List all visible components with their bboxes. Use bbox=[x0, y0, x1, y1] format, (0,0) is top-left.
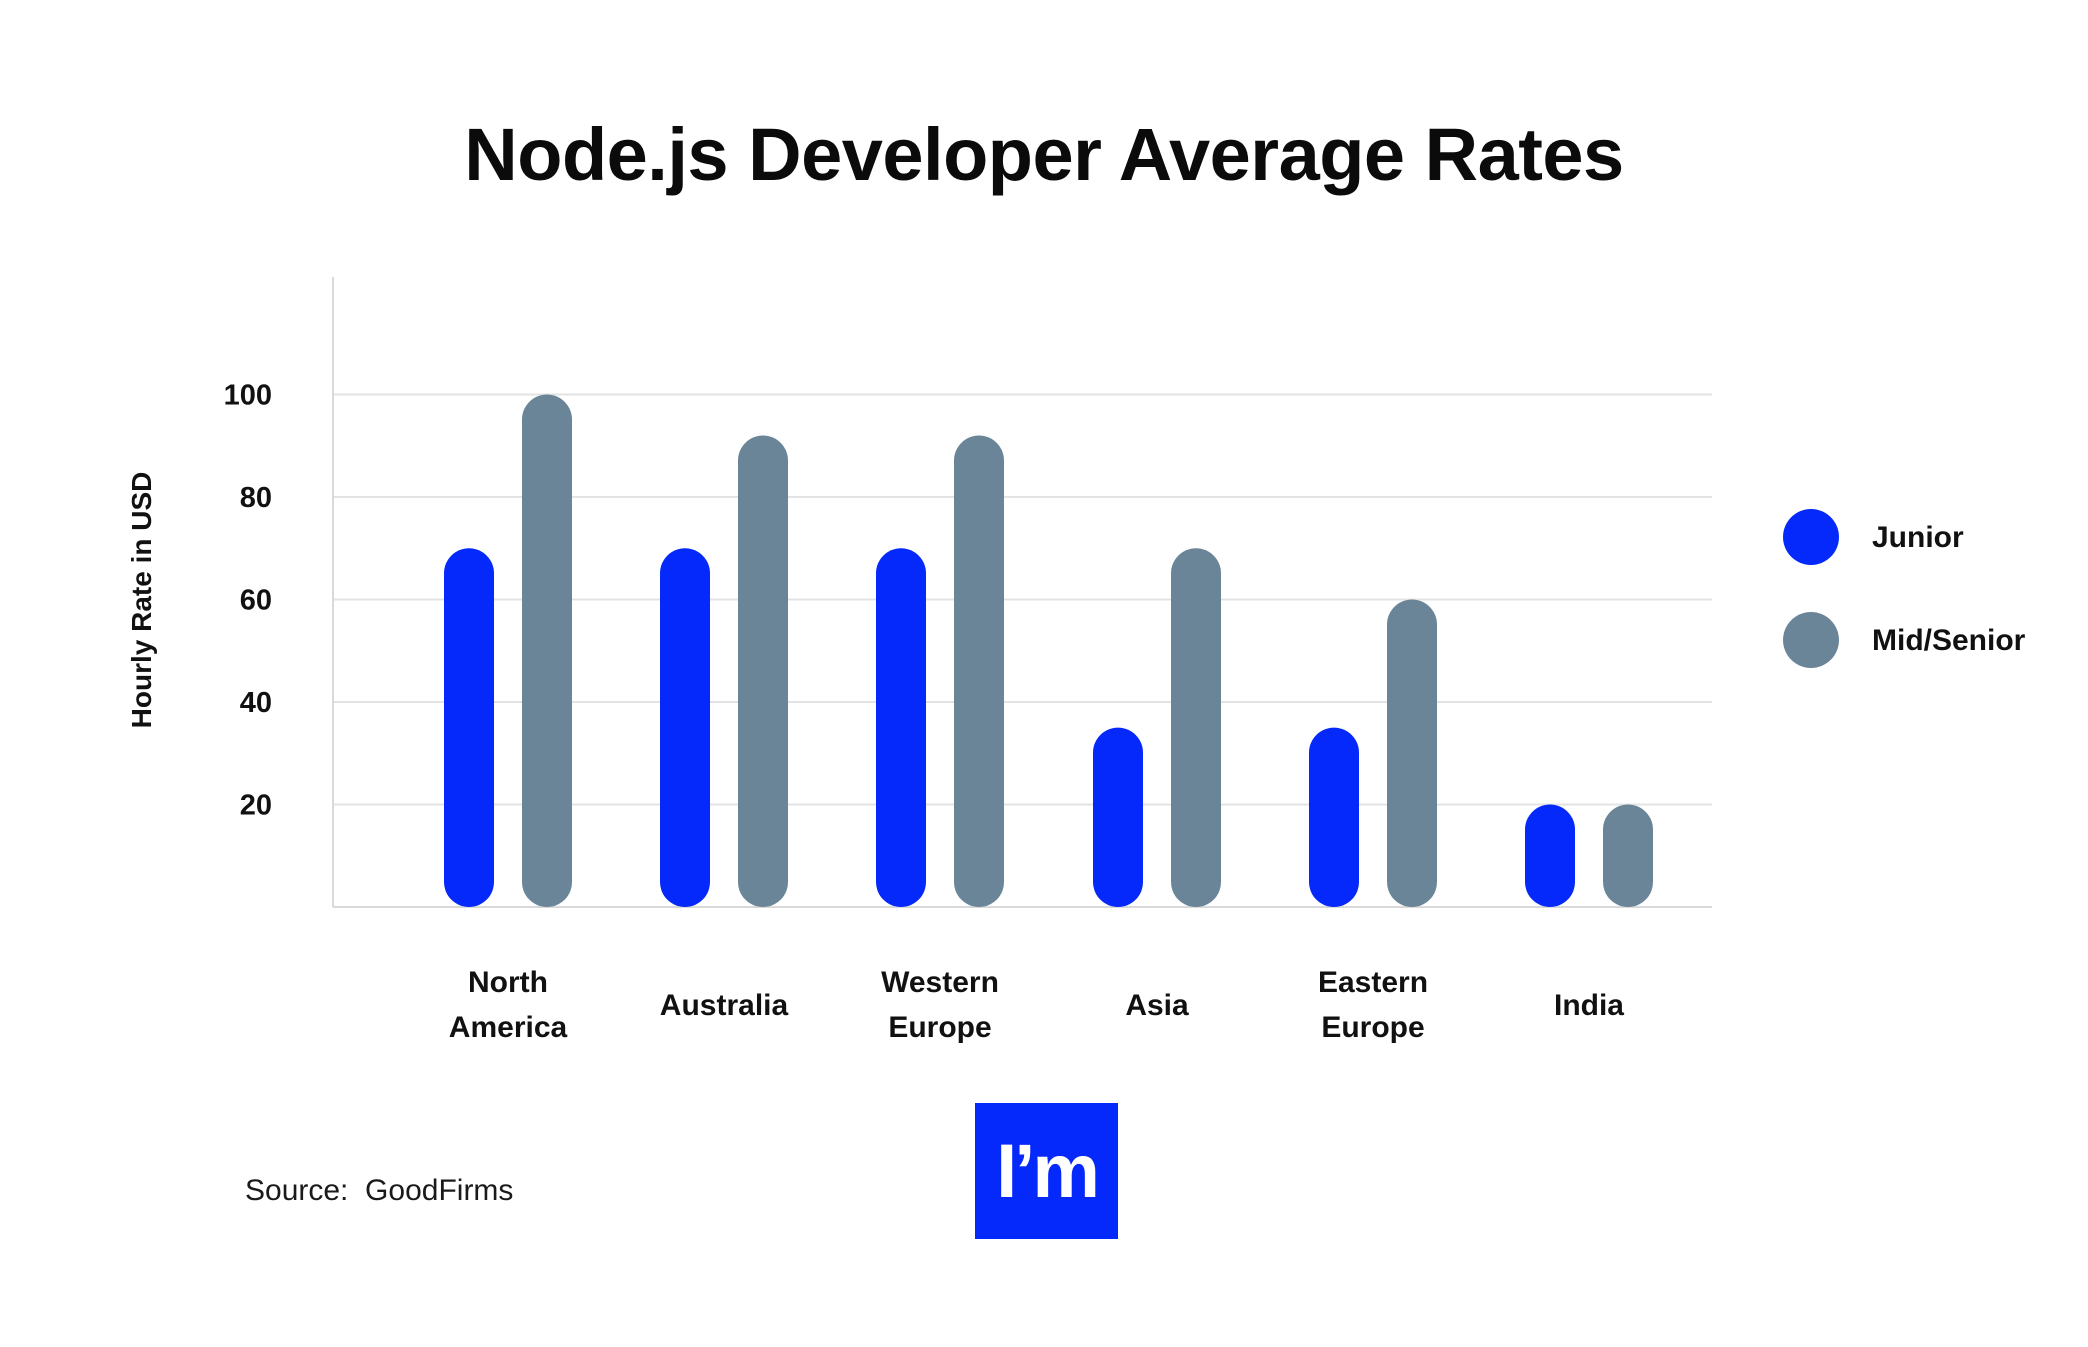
labels: 20 40 60 80 100 Hourly Rate in USD North Americ… bbox=[126, 380, 1624, 1045]
x-category-label-line: Europe bbox=[1321, 1011, 1424, 1044]
source-note: Source: GoodFirms bbox=[245, 1174, 514, 1207]
legend: Junior Mid/Senior bbox=[1783, 509, 2026, 668]
legend-label-mid-senior: Mid/Senior bbox=[1872, 624, 2026, 657]
y-tick-label: 80 bbox=[240, 482, 272, 514]
bar-junior bbox=[1525, 804, 1575, 907]
x-category-label-line: Eastern bbox=[1318, 966, 1428, 999]
brand-logo-text: I’m bbox=[996, 1128, 1100, 1214]
x-category-label: Australia bbox=[660, 989, 789, 1022]
brand-logo: I’m bbox=[975, 1103, 1118, 1239]
y-tick-label: 20 bbox=[240, 790, 272, 822]
bar-junior bbox=[660, 548, 710, 907]
x-category-label: Asia bbox=[1125, 989, 1189, 1022]
bar-junior bbox=[1093, 727, 1143, 907]
bar-mid-senior bbox=[738, 435, 788, 907]
x-category-label-line: Western bbox=[881, 966, 999, 999]
chart-title: Node.js Developer Average Rates bbox=[464, 113, 1624, 196]
x-category-label-line: America bbox=[449, 1011, 568, 1044]
axes bbox=[332, 277, 1712, 908]
y-tick-label: 40 bbox=[240, 687, 272, 719]
bar-junior bbox=[876, 548, 926, 907]
bar-mid-senior bbox=[1387, 599, 1437, 907]
legend-swatch-junior bbox=[1783, 509, 1839, 565]
bar-mid-senior bbox=[1603, 804, 1653, 907]
bar-junior bbox=[444, 548, 494, 907]
y-tick-label: 60 bbox=[240, 585, 272, 617]
x-category-label: Eastern Europe bbox=[1318, 966, 1428, 1044]
x-category-label: Western Europe bbox=[881, 966, 999, 1044]
bar-mid-senior bbox=[954, 435, 1004, 907]
bar-mid-senior bbox=[522, 394, 572, 907]
bar-mid-senior bbox=[1171, 548, 1221, 907]
bars bbox=[444, 394, 1653, 907]
x-category-label: India bbox=[1554, 989, 1624, 1022]
y-axis-label: Hourly Rate in USD bbox=[126, 472, 157, 729]
x-category-label-line: Europe bbox=[888, 1011, 991, 1044]
x-category-label-line: India bbox=[1554, 989, 1624, 1022]
x-category-label: North America bbox=[449, 966, 568, 1044]
y-tick-label: 100 bbox=[224, 380, 272, 412]
legend-label-junior: Junior bbox=[1872, 521, 1964, 554]
x-category-label-line: North bbox=[468, 966, 548, 999]
x-category-label-line: Asia bbox=[1125, 989, 1189, 1022]
legend-swatch-mid-senior bbox=[1783, 612, 1839, 668]
x-category-label-line: Australia bbox=[660, 989, 789, 1022]
bar-junior bbox=[1309, 727, 1359, 907]
